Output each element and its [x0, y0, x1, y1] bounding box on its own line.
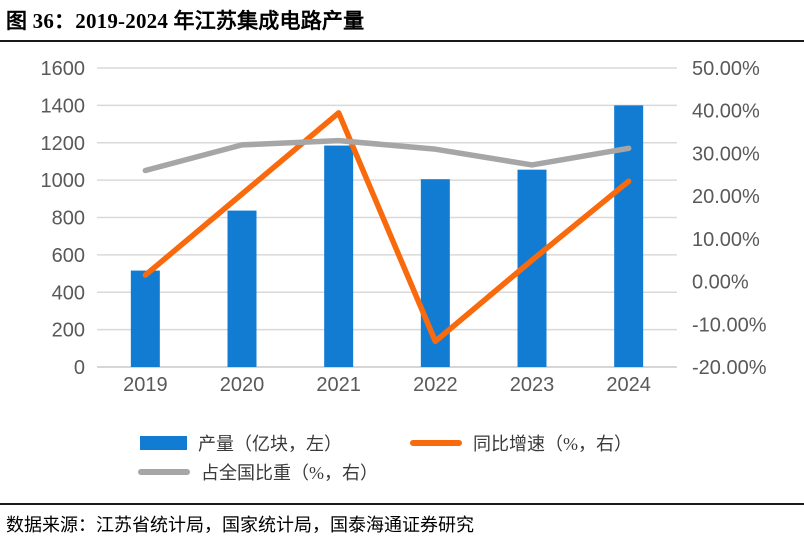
x-label-2024: 2024 [606, 374, 651, 396]
left-axis-labels: 1600 1400 1200 1000 800 600 400 200 0 [41, 58, 86, 379]
source-note: 数据来源：江苏省统计局，国家统计局，国泰海通证券研究 [6, 515, 474, 535]
left-tick-200: 200 [52, 320, 85, 342]
figure-title: 图 36：2019-2024 年江苏集成电路产量 [6, 9, 365, 33]
x-label-2021: 2021 [316, 374, 361, 396]
national_share-line [142, 137, 632, 174]
x-label-2023: 2023 [510, 374, 555, 396]
source-divider-rule [0, 503, 804, 505]
right-tick--20.00%: -20.00% [692, 357, 767, 379]
legend-label-yoy-growth: 同比增速（%，右） [473, 434, 632, 454]
left-tick-0: 0 [74, 357, 85, 379]
x-label-2020: 2020 [220, 374, 265, 396]
left-tick-1000: 1000 [41, 170, 86, 192]
title-divider-rule [0, 40, 804, 42]
x-label-2019: 2019 [123, 374, 168, 396]
right-tick-10.00%: 10.00% [692, 229, 760, 251]
yoy_growth-line [142, 110, 632, 345]
legend-item-production: 产量（亿块，左） [140, 432, 342, 454]
gridlines [97, 67, 677, 368]
right-tick--10.00%: -10.00% [692, 314, 767, 336]
left-tick-1400: 1400 [41, 95, 86, 117]
x-label-2022: 2022 [413, 374, 458, 396]
legend-label-national-share: 占全国比重（%，右） [201, 463, 378, 483]
yoy-line-swatch-icon [410, 440, 462, 446]
left-tick-400: 400 [52, 282, 85, 304]
legend-item-yoy-growth: 同比增速（%，右） [410, 432, 632, 454]
left-tick-1600: 1600 [41, 58, 86, 80]
trend-lines [142, 110, 632, 345]
x-axis-labels: 2019 2020 2021 2022 2023 2024 [123, 374, 651, 396]
right-tick-40.00%: 40.00% [692, 101, 760, 123]
left-tick-800: 800 [52, 208, 85, 230]
right-tick-20.00%: 20.00% [692, 186, 760, 208]
right-tick-50.00%: 50.00% [692, 58, 760, 80]
bar-2024 [614, 105, 644, 367]
bar-2021 [324, 145, 354, 367]
left-tick-1200: 1200 [41, 133, 86, 155]
production-bars [130, 105, 644, 367]
production-combo-chart: 1600 1400 1200 1000 800 600 400 200 0 50.00% 40.0… [41, 58, 767, 396]
bar-2020 [227, 210, 257, 367]
right-tick-0.00%: 0.00% [692, 272, 749, 294]
share-line-swatch-icon [138, 469, 190, 475]
left-tick-600: 600 [52, 245, 85, 267]
production-bar-swatch-icon [140, 436, 187, 450]
bar-2019 [130, 270, 160, 367]
right-tick-30.00%: 30.00% [692, 143, 760, 165]
right-axis-labels: 50.00% 40.00% 30.00% 20.00% 10.00% 0.00% -10.0… [692, 58, 767, 379]
legend-label-production: 产量（亿块，左） [198, 434, 342, 454]
legend-item-national-share: 占全国比重（%，右） [138, 461, 378, 483]
